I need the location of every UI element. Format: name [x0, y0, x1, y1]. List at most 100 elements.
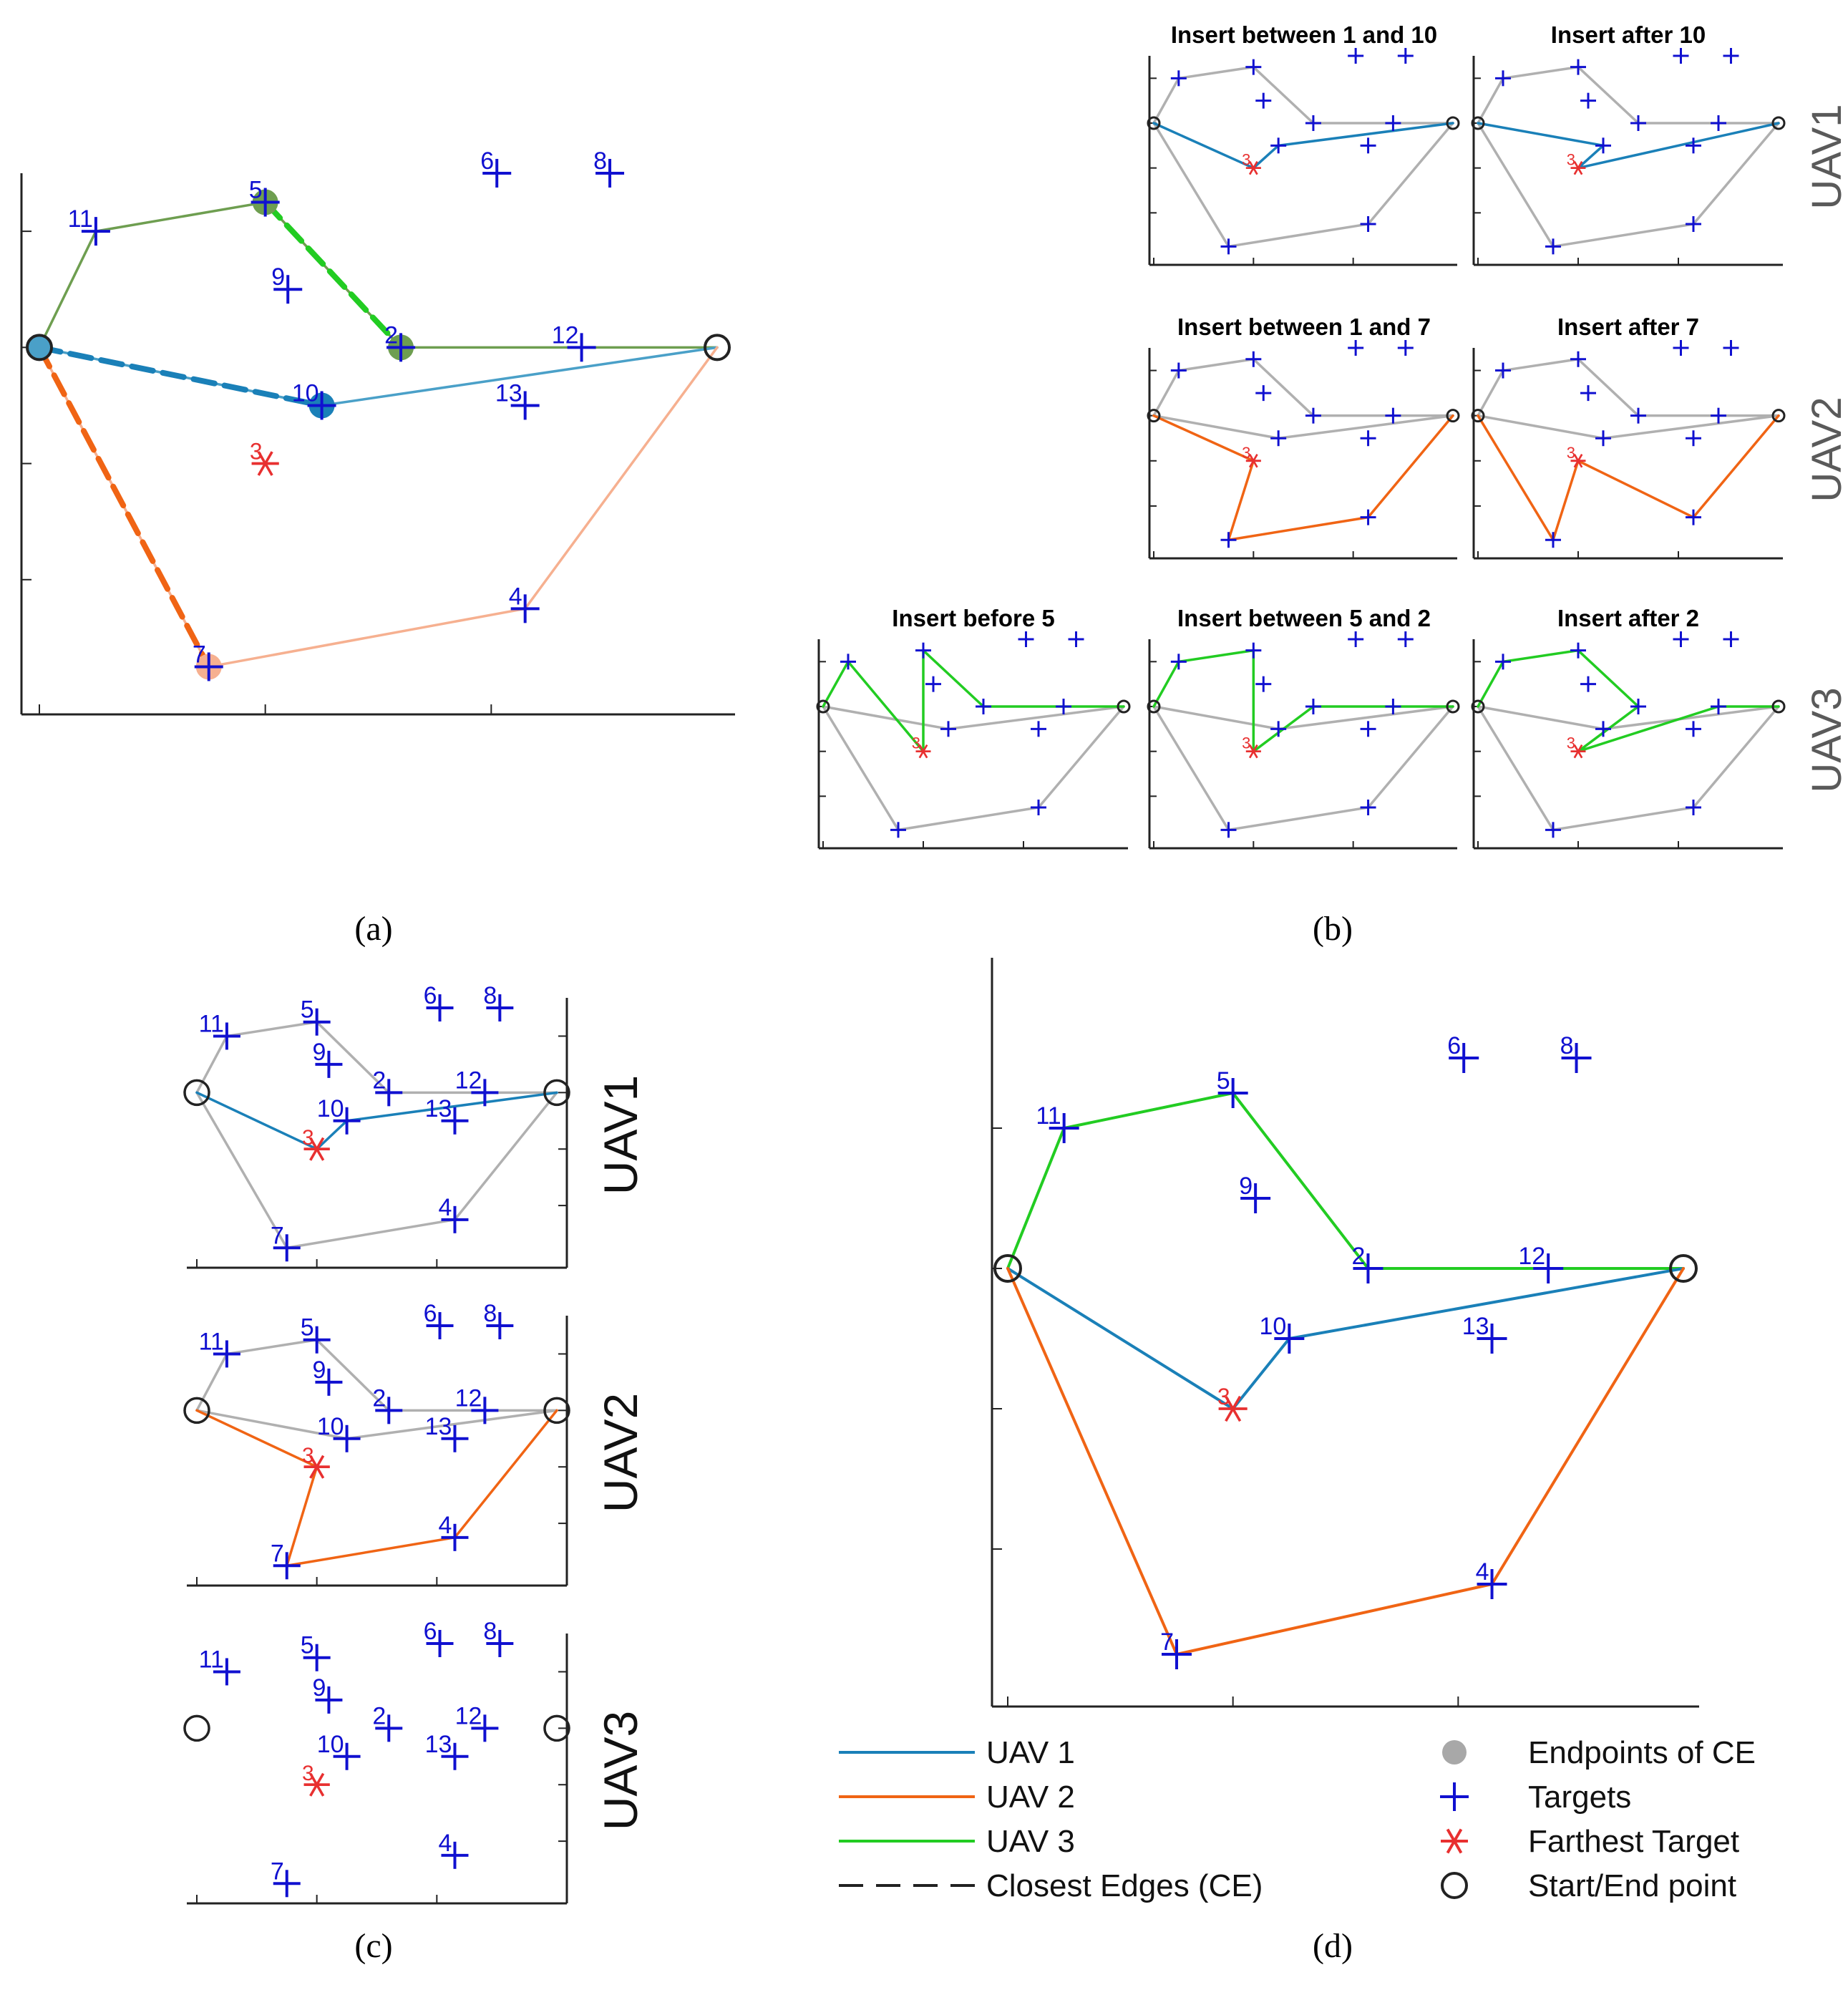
end-point-marker [1771, 409, 1786, 423]
target-marker [273, 275, 303, 304]
target-marker [333, 1424, 361, 1452]
panel-b-subplot: 3 Insert between 5 and 2 [1147, 605, 1460, 850]
target-marker [510, 391, 540, 420]
target-label: 9 [313, 1039, 326, 1066]
target-label: 5 [301, 1632, 314, 1659]
end-point-marker [1771, 699, 1786, 714]
target-marker [1360, 137, 1376, 154]
axes [991, 958, 1699, 1708]
target-marker [1686, 216, 1701, 232]
uav3-route-gray [1477, 358, 1780, 417]
target-label: 2 [372, 1384, 386, 1412]
target-marker [333, 1742, 361, 1770]
target-label: 4 [1476, 1558, 1489, 1586]
panel-c-row-label: UAV1 [594, 1075, 647, 1195]
caption-d: (d) [1313, 1927, 1353, 1965]
panel-b-row-label: UAV3 [1804, 687, 1848, 792]
panel-b: 3 Insert between 1 and 10 3 Insert after 10… [816, 21, 1848, 850]
axes [817, 639, 1128, 850]
legend-right-label: Endpoints of CE [1528, 1735, 1756, 1770]
target-marker [1360, 216, 1376, 232]
target-label: 13 [1462, 1313, 1489, 1340]
farthest-target-marker [303, 1455, 330, 1479]
target-label: 5 [249, 177, 263, 204]
target-marker [213, 1340, 240, 1368]
target-label: 12 [455, 1067, 482, 1094]
target-marker [1270, 137, 1287, 154]
uav2-route-gray [822, 705, 1125, 832]
target-marker [1255, 385, 1272, 402]
target-label: 11 [199, 1646, 224, 1673]
target-marker [1686, 137, 1701, 154]
panel-a: 2 3 4 5 6 7 8 9 10 11 12 13 [20, 147, 735, 716]
target-marker [441, 1523, 469, 1551]
target-label: 7 [271, 1540, 284, 1567]
target-marker [1673, 631, 1689, 647]
uav1-route-gray [822, 705, 1125, 731]
target-marker [251, 188, 280, 217]
target-marker [1397, 340, 1414, 356]
target-marker [1477, 1569, 1507, 1599]
target-marker [1711, 407, 1726, 424]
end-point-marker [1771, 116, 1786, 130]
target-label: 13 [425, 1095, 452, 1122]
target-label: 6 [424, 1300, 437, 1327]
target-label: 12 [455, 1384, 482, 1412]
target-marker [1545, 532, 1561, 548]
axes [20, 173, 735, 716]
end-point-marker [543, 1397, 570, 1424]
target-marker [1360, 509, 1376, 525]
axes [1472, 56, 1783, 266]
target-marker [1495, 70, 1511, 87]
target-marker [471, 1714, 499, 1742]
uav3-route-gray [1152, 358, 1454, 417]
target-label: 3 [912, 734, 920, 752]
end-point-marker [1446, 116, 1460, 130]
end-point-marker [1446, 409, 1460, 423]
target-marker [567, 333, 596, 362]
target-marker [471, 1397, 499, 1424]
target-marker [1068, 631, 1084, 647]
target-marker [1397, 48, 1414, 64]
target-label: 10 [292, 379, 319, 407]
legend-left-label: UAV 1 [986, 1735, 1075, 1770]
candidate-route [1152, 649, 1454, 753]
target-marker [890, 822, 906, 838]
target-marker [1305, 115, 1321, 131]
start-point-marker [1471, 699, 1485, 714]
target-marker [1495, 654, 1511, 670]
target-label: 7 [193, 641, 206, 668]
axes [1472, 348, 1783, 560]
panel-b-title: Insert between 1 and 7 [1177, 314, 1431, 340]
target-label: 3 [302, 1444, 314, 1467]
target-label: 2 [372, 1067, 386, 1094]
target-label: 3 [1567, 151, 1575, 169]
uav3-route [1006, 1092, 1685, 1270]
target-label: 4 [439, 1830, 452, 1857]
target-label: 7 [1160, 1628, 1174, 1656]
candidate-route [1477, 122, 1780, 170]
farthest-target-marker [1218, 1395, 1248, 1422]
target-label: 6 [424, 1618, 437, 1645]
target-marker [486, 994, 514, 1021]
target-label: 10 [1260, 1313, 1287, 1340]
target-marker [1360, 800, 1376, 815]
target-marker [1686, 721, 1701, 737]
panel-b-subplot: 3 Insert after 10 [1471, 21, 1786, 266]
target-marker [1220, 238, 1237, 255]
target-label: 4 [439, 1512, 452, 1539]
panel-b-title: Insert between 1 and 10 [1171, 21, 1437, 48]
target-marker [333, 1107, 361, 1135]
target-marker [1723, 340, 1739, 356]
target-marker [426, 1312, 454, 1339]
legend-endpoint-icon [1442, 1740, 1467, 1765]
target-label: 12 [455, 1702, 482, 1729]
target-marker [1360, 430, 1376, 447]
target-marker [273, 1870, 301, 1898]
target-marker [482, 159, 512, 188]
panel-b-subplot: 3 Insert between 1 and 7 [1147, 314, 1460, 560]
farthest-target-marker [1570, 160, 1586, 175]
target-marker [1630, 115, 1646, 131]
target-marker [1162, 1639, 1192, 1669]
panel-b-title: Insert before 5 [892, 605, 1054, 631]
